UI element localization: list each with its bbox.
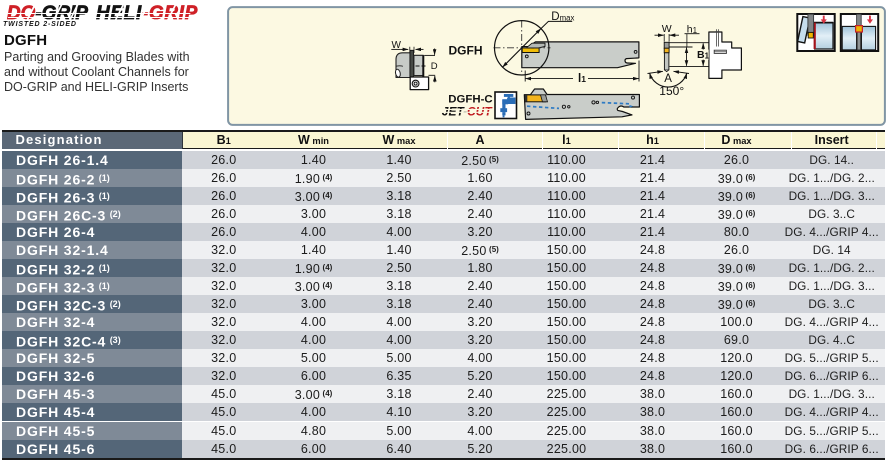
svg-text:W: W (661, 23, 671, 35)
svg-text:B1: B1 (697, 49, 710, 61)
svg-text:150°: 150° (659, 84, 684, 98)
svg-text:h1: h1 (686, 23, 697, 35)
svg-text:l1: l1 (578, 73, 586, 85)
svg-text:W: W (391, 40, 401, 51)
svg-text:A: A (664, 73, 672, 85)
svg-text:JET-: JET- (441, 105, 466, 119)
svg-text:Dmax: Dmax (551, 11, 574, 23)
svg-text:DGFH-C: DGFH-C (448, 94, 492, 106)
svg-text:D: D (430, 61, 437, 72)
svg-text:DGFH: DGFH (448, 44, 482, 58)
svg-text:CUT: CUT (467, 105, 493, 119)
